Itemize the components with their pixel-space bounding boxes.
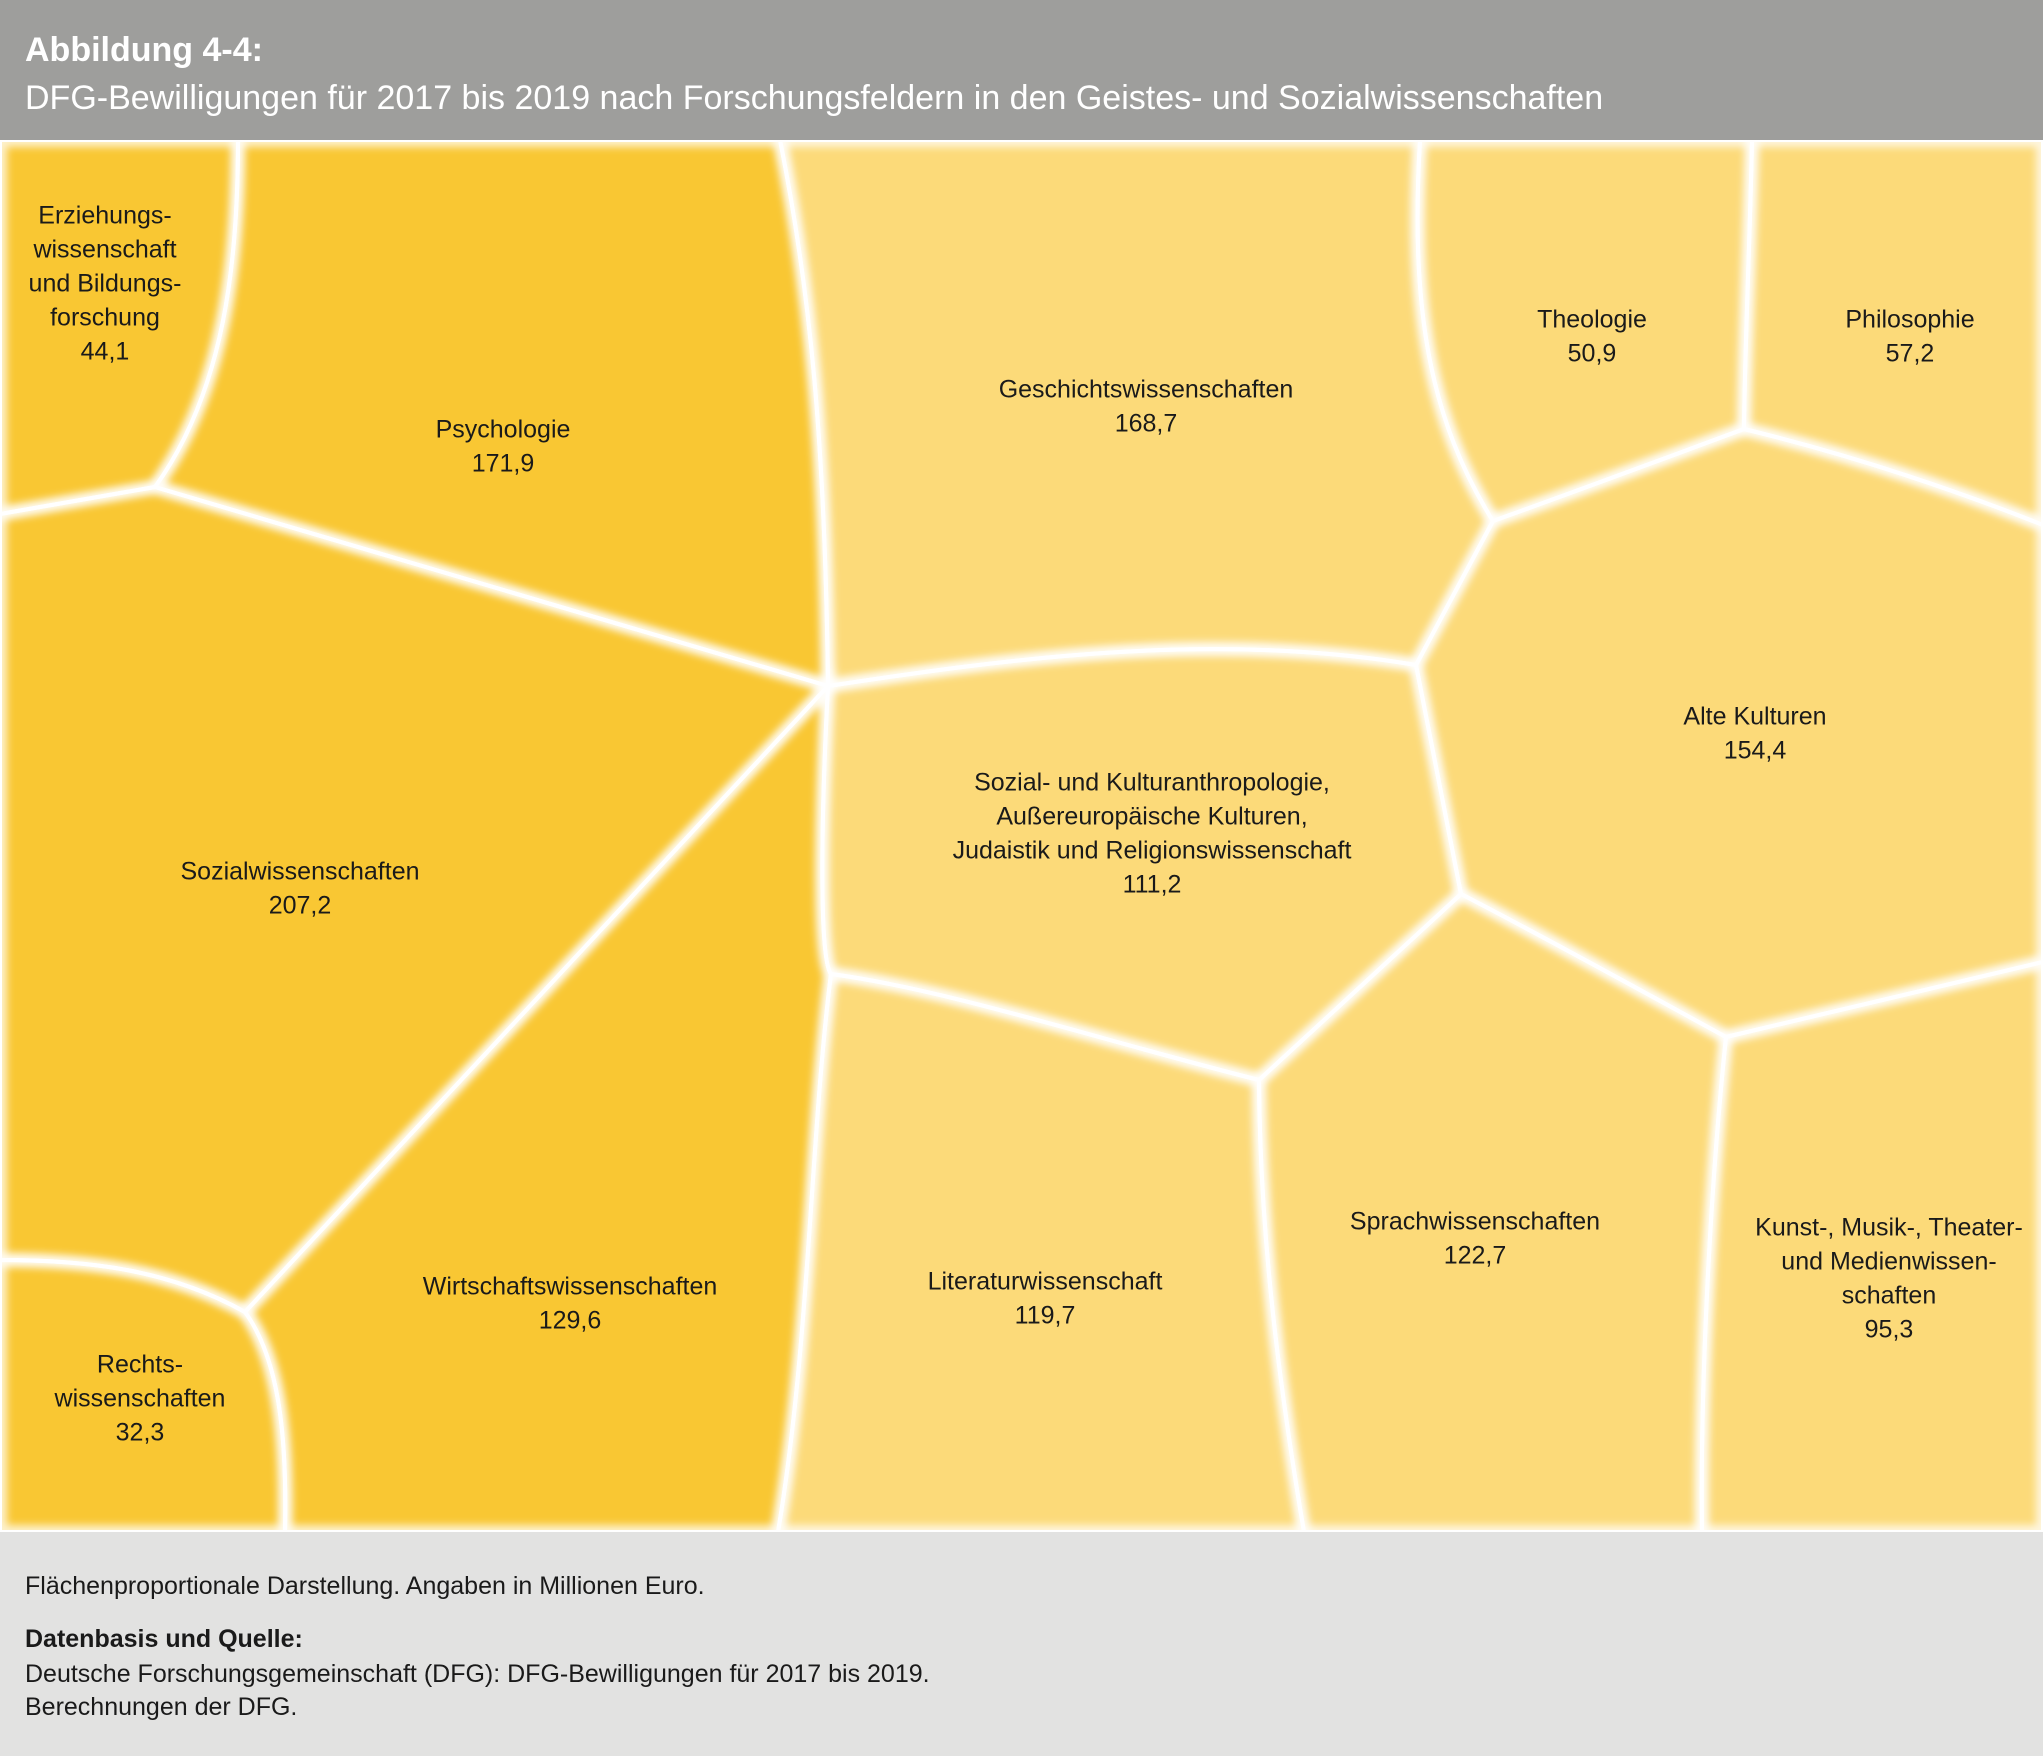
cell-value-wirtschaft: 129,6: [539, 1307, 602, 1335]
cell-altekulturen: [1416, 429, 2043, 1037]
cell-value-anthropologie: 111,2: [1123, 871, 1182, 899]
cell-label-erziehung: und Bildungs-: [29, 270, 182, 298]
cell-label-altekulturen: Alte Kulturen: [1683, 703, 1826, 731]
cell-sozialwiss: [0, 487, 828, 1312]
cell-anthropologie: [822, 649, 1461, 1080]
cell-label-kunst: und Medienwissen-: [1781, 1248, 1996, 1276]
source-line: Deutsche Forschungsgemeinschaft (DFG): D…: [25, 1660, 930, 1688]
figure-label: Abbildung 4-4:: [25, 31, 263, 69]
cell-label-anthropologie: Judaistik und Religionswissenschaft: [953, 837, 1352, 865]
cell-literatur: [778, 974, 1304, 1532]
cell-label-psychologie: Psychologie: [436, 416, 571, 444]
figure-title: DFG-Bewilligungen für 2017 bis 2019 nach…: [25, 79, 1604, 117]
cell-label-philosophie: Philosophie: [1845, 306, 1974, 334]
figure-header: Abbildung 4-4: DFG-Bewilligungen für 201…: [0, 0, 2043, 140]
voronoi-treemap-chart: Erziehungs-wissenschaft und Bildungs-fors…: [0, 133, 2043, 1539]
cell-erziehung: [0, 140, 238, 514]
chart-note: Flächenproportionale Darstellung. Angabe…: [25, 1572, 705, 1600]
cell-label-wirtschaft: Wirtschaftswissenschaften: [423, 1273, 718, 1301]
cell-value-erziehung: 44,1: [81, 338, 130, 366]
source-line: Berechnungen der DFG.: [25, 1693, 298, 1721]
cell-label-erziehung: forschung: [50, 304, 160, 332]
cell-label-erziehung: wissenschaft: [32, 236, 176, 264]
cell-value-theologie: 50,9: [1568, 340, 1617, 368]
cell-psychologie: [155, 140, 828, 686]
cell-value-philosophie: 57,2: [1886, 340, 1935, 368]
cell-wirtschaft: [245, 686, 831, 1532]
cell-value-psychologie: 171,9: [472, 450, 535, 478]
cell-label-kunst: schaften: [1842, 1282, 1937, 1310]
cell-label-anthropologie: Außereuropäische Kulturen,: [996, 803, 1307, 831]
cell-geschichte: [780, 140, 1493, 686]
cell-border-kunst: [1699, 960, 2043, 1534]
cell-value-sprachwiss: 122,7: [1444, 1242, 1507, 1270]
cell-label-rechtswiss: wissenschaften: [54, 1385, 226, 1413]
cell-value-altekulturen: 154,4: [1724, 737, 1787, 765]
cell-label-anthropologie: Sozial- und Kulturanthropologie,: [974, 769, 1330, 797]
figure-footer: Flächenproportionale Darstellung. Angabe…: [0, 1532, 2043, 1756]
cell-label-geschichte: Geschichtswissenschaften: [999, 376, 1294, 404]
cell-label-literatur: Literaturwissenschaft: [928, 1268, 1163, 1296]
cell-value-sozialwiss: 207,2: [269, 892, 332, 920]
cell-label-rechtswiss: Rechts-: [97, 1351, 183, 1379]
cell-sprachwiss: [1259, 894, 1726, 1532]
cell-kunst: [1701, 962, 2043, 1532]
cell-label-sozialwiss: Sozialwissenschaften: [180, 858, 419, 886]
cell-rechtswiss: [0, 1260, 286, 1532]
cell-label-theologie: Theologie: [1537, 306, 1647, 334]
source-heading: Datenbasis und Quelle:: [25, 1625, 303, 1653]
cell-philosophie: [1744, 140, 2043, 525]
cell-label-kunst: Kunst-, Musik-, Theater-: [1755, 1214, 2023, 1242]
cell-theologie: [1417, 140, 1752, 521]
cell-label-erziehung: Erziehungs-: [38, 202, 171, 230]
cell-label-sprachwiss: Sprachwissenschaften: [1350, 1208, 1600, 1236]
cell-value-geschichte: 168,7: [1115, 410, 1178, 438]
cell-value-literatur: 119,7: [1015, 1302, 1076, 1330]
cell-value-rechtswiss: 32,3: [116, 1419, 165, 1447]
chart-svg: Erziehungs-wissenschaft und Bildungs-fors…: [0, 133, 2043, 1539]
cell-value-kunst: 95,3: [1865, 1316, 1914, 1344]
